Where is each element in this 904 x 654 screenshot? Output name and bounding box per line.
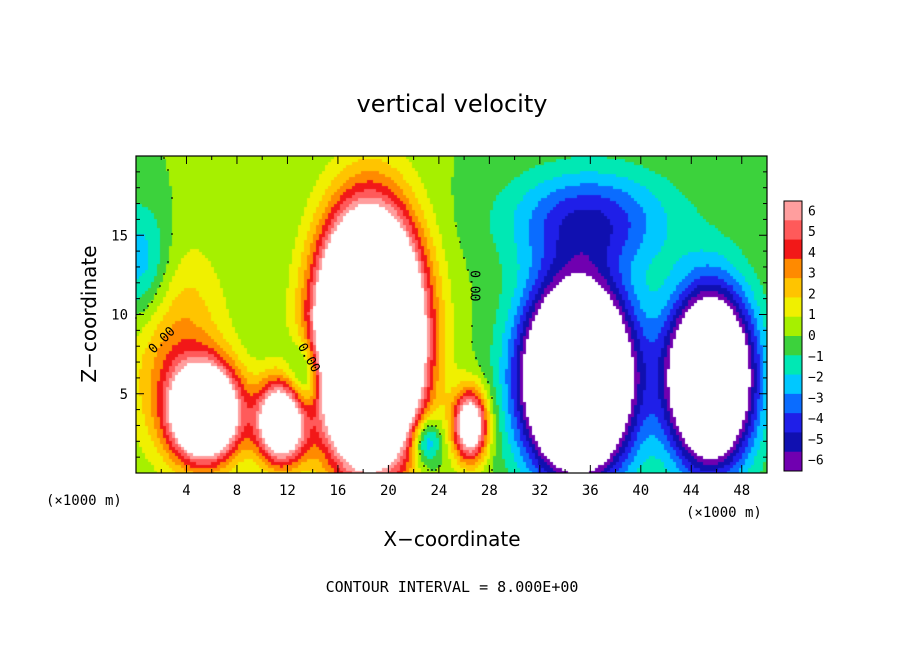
colorbar-swatch (784, 413, 802, 433)
zero-contour-point (171, 233, 173, 235)
colorbar-swatch (784, 278, 802, 298)
colorbar-label: 1 (808, 308, 816, 323)
zero-contour-point (419, 441, 421, 443)
x-tick-label: 24 (430, 483, 447, 499)
velocity-field (136, 156, 767, 473)
zero-contour-point (431, 469, 433, 471)
x-tick-label: 40 (632, 483, 649, 499)
zero-contour-point (435, 469, 437, 471)
zero-contour-point (491, 397, 493, 399)
zero-contour-point (163, 157, 165, 159)
colorbar-swatch (784, 258, 802, 279)
y-axis-title: Z−coordinate (77, 245, 101, 382)
colorbar-label: 2 (808, 287, 816, 302)
zero-contour-point (427, 469, 429, 471)
zero-contour-point (459, 241, 461, 243)
x-tick-label: 28 (481, 483, 498, 499)
y-tick-label: 10 (111, 308, 128, 324)
colorbar-swatch (784, 374, 802, 395)
colorbar-label: −4 (808, 412, 824, 427)
zero-contour-point (423, 465, 425, 467)
x-tick-label: 20 (380, 483, 397, 499)
zero-contour-point (167, 261, 169, 263)
colorbar-swatch (784, 393, 802, 414)
zero-contour-point (147, 305, 149, 307)
zero-contour-point (155, 293, 157, 295)
zero-contour-point (419, 453, 421, 455)
chart-title: vertical velocity (357, 90, 548, 118)
colorbar: 6 5 4 3 2 1 0 −1 −2 −3 −4 −5 −6 (783, 200, 824, 472)
zero-contour-point (435, 425, 437, 427)
y-tick-label: 15 (111, 228, 128, 244)
colorbar-swatch (784, 201, 802, 221)
colorbar-swatch (784, 355, 802, 376)
zero-contour-point (455, 225, 457, 227)
x-tick-label: 4 (182, 483, 190, 499)
zero-contour-point (159, 285, 161, 287)
zero-contour-point (479, 365, 481, 367)
zero-contour-point (471, 293, 473, 295)
colorbar-swatch (784, 239, 802, 260)
zero-contour-point (471, 341, 473, 343)
zero-contour-point (439, 433, 441, 435)
x-unit-label-left: (×1000 m) (46, 493, 122, 509)
colorbar-swatch (784, 432, 802, 453)
zero-contour-point (483, 373, 485, 375)
colorbar-label: −5 (808, 433, 824, 448)
colorbar-label: −6 (808, 454, 824, 469)
colorbar-swatch (784, 316, 802, 337)
colorbar-label: 4 (808, 246, 816, 261)
colorbar-label: −3 (808, 391, 824, 406)
colorbar-frame (783, 200, 803, 472)
x-tick-label: 8 (233, 483, 241, 499)
x-tick-label: 16 (329, 483, 346, 499)
zero-contour-point (475, 357, 477, 359)
colorbar-label: 6 (808, 204, 816, 219)
x-unit-label-right: (×1000 m) (686, 505, 762, 521)
zero-contour-point (471, 325, 473, 327)
zero-contour-point (423, 429, 425, 431)
x-tick-label: 12 (279, 483, 296, 499)
zero-contour-point (487, 381, 489, 383)
colorbar-swatch (784, 220, 802, 241)
x-tick-label: 32 (531, 483, 548, 499)
zero-contour-point (467, 269, 469, 271)
zero-contour-point (163, 273, 165, 275)
x-tick-label: 48 (733, 483, 750, 499)
x-tick-label: 36 (582, 483, 599, 499)
colorbar-swatch (784, 297, 802, 318)
x-tick-label: 44 (683, 483, 700, 499)
colorbar-label: 3 (808, 267, 816, 282)
zero-contour-point (439, 465, 441, 467)
zero-contour-point (167, 169, 169, 171)
y-tick-label: 5 (120, 387, 128, 403)
zero-contour-point (463, 257, 465, 259)
zero-contour-point (171, 197, 173, 199)
colorbar-label: 0 (808, 329, 816, 344)
colorbar-label: 5 (808, 225, 816, 240)
x-axis-title: X−coordinate (383, 527, 520, 551)
colorbar-label: −1 (808, 350, 824, 365)
zero-contour-point (151, 301, 153, 303)
contour-interval-note: CONTOUR INTERVAL = 8.000E+00 (326, 578, 579, 596)
zero-contour-point (491, 469, 493, 471)
zero-contour-point (431, 425, 433, 427)
contour-label-2: 0.00 (466, 270, 481, 301)
colorbar-label: −2 (808, 371, 824, 386)
zero-contour-point (143, 309, 145, 311)
colorbar-swatch (784, 451, 802, 472)
colorbar-swatch (784, 336, 802, 356)
zero-contour-point (427, 425, 429, 427)
